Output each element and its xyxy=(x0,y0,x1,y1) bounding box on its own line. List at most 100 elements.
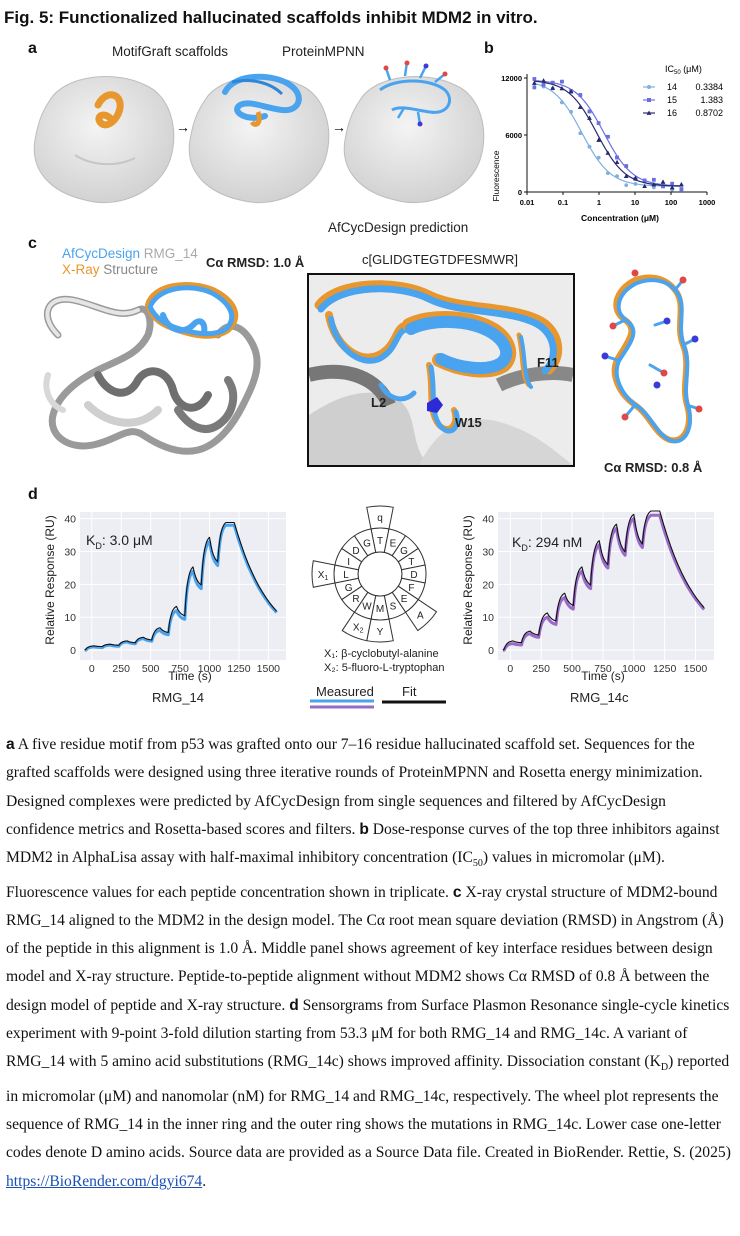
dose-response-chart: Fluorescence Concentration (μM) 0 6000 120… xyxy=(491,64,723,223)
dose-point-15 xyxy=(615,155,619,160)
wheel-outer-segment xyxy=(404,598,438,632)
spr-left-name: RMG_14 xyxy=(152,690,205,705)
wheel-inner-residue: T xyxy=(377,536,383,547)
dose-point-15 xyxy=(670,181,674,186)
spr-x-tick-label: 0 xyxy=(507,663,513,675)
protein-surface-3 xyxy=(343,76,485,204)
dose-y-tick-label: 6000 xyxy=(505,131,522,140)
step-motifgraft-label: MotifGraft scaffolds xyxy=(112,44,229,59)
dose-point-16 xyxy=(559,86,565,91)
spr-x-tick-label: 0 xyxy=(89,663,95,675)
dose-point-15 xyxy=(679,187,684,192)
wheel-inner-residue: D xyxy=(410,570,417,581)
predicted-peptide-sticks xyxy=(379,60,451,127)
dose-point-14 xyxy=(624,183,629,187)
legend-marker-15 xyxy=(647,98,651,102)
legend-xray: X-Ray xyxy=(62,262,100,277)
legend-rmg14: RMG_14 xyxy=(143,246,198,261)
wheel-outer-residue: q xyxy=(377,513,383,524)
wheel-inner-segment xyxy=(353,528,377,557)
designed-scaffold-blue xyxy=(222,73,302,127)
wheel-note-x1: X₁: β-cyclobutyl-alanine xyxy=(324,648,439,660)
legend-measured: Measured xyxy=(316,684,374,699)
mdm2-cartoon-structure xyxy=(43,282,261,455)
wheel-outer-residue: X2 xyxy=(353,623,364,635)
dose-point-14 xyxy=(560,100,564,105)
wheel-outer-segment xyxy=(311,560,336,588)
rmsd-overall: Cα RMSD: 1.0 Å xyxy=(206,255,305,270)
wheel-inner-residue: E xyxy=(401,594,408,605)
interface-zoom-panel: L2 W15 F11 xyxy=(307,273,575,467)
dose-point-15 xyxy=(642,178,647,183)
dose-point-15 xyxy=(560,79,564,84)
dose-point-14 xyxy=(633,182,638,186)
dose-point-15 xyxy=(578,93,583,97)
legend-ic50-15: 1.383 xyxy=(700,95,723,105)
wheel-inner-residue: I xyxy=(347,557,350,568)
dose-point-16 xyxy=(587,115,592,120)
panel-b-label: b xyxy=(484,40,494,57)
wheel-inner-residue: S xyxy=(390,601,397,612)
dose-point-15 xyxy=(652,177,656,182)
residue-w15-label: W15 xyxy=(455,415,482,430)
wheel-inner-residue: G xyxy=(345,583,353,594)
caption-a-label: a xyxy=(6,736,15,753)
motif-graft-orange xyxy=(94,91,124,129)
dose-point-16 xyxy=(605,150,611,155)
dose-point-15 xyxy=(550,80,555,85)
kd-rmg14: KD: 3.0 μM xyxy=(86,532,153,551)
dose-point-16 xyxy=(660,179,666,184)
dose-point-16 xyxy=(633,175,638,180)
spr-x-tick-label: 1250 xyxy=(653,663,677,675)
spr-y-tick-label: 30 xyxy=(482,546,494,558)
caption-c-label: c xyxy=(452,883,462,901)
wheel-inner-residue: L xyxy=(343,570,349,581)
dose-point-15 xyxy=(661,184,665,189)
legend-swatches xyxy=(310,699,446,709)
caption-c-text: X-ray crystal structure of MDM2-bound RM… xyxy=(6,883,724,1014)
panel-a-illustration: → → xyxy=(33,60,485,204)
dose-x-tick-label: 1000 xyxy=(699,198,716,207)
dose-xlabel: Concentration (μM) xyxy=(581,213,659,223)
wheel-inner-residue: T xyxy=(408,557,414,568)
wheel-inner-residue: F xyxy=(408,583,414,594)
legend-marker-14 xyxy=(647,85,651,89)
panel-a-label: a xyxy=(28,40,37,57)
dose-x-tick-label: 0.01 xyxy=(520,198,535,207)
residue-l2-label: L2 xyxy=(371,395,387,410)
step-proteinmpnn-label: ProteinMPNN xyxy=(282,44,365,59)
wheel-outer-residue: X1 xyxy=(318,570,329,582)
caption-d-text2: ) reported in micromolar (μM) and nanomo… xyxy=(6,1053,731,1162)
wheel-outer-segment xyxy=(341,611,372,642)
spr-y-tick-label: 20 xyxy=(482,579,494,591)
wheel-inner-residue: W xyxy=(362,601,372,612)
legend-afcycdesign: AfCycDesign xyxy=(62,246,141,261)
dose-point-15 xyxy=(596,121,601,125)
biorender-link[interactable]: https://BioRender.com/dgyi674 xyxy=(6,1172,203,1190)
dose-point-14 xyxy=(587,144,592,149)
dose-point-15 xyxy=(532,77,537,81)
legend-structure: Structure xyxy=(103,262,159,277)
spr-fit-trace xyxy=(502,510,705,651)
caption-b-text: Dose-response curves of the top three in… xyxy=(6,820,720,867)
dose-point-16 xyxy=(614,160,620,165)
legend-fit: Fit xyxy=(402,684,417,699)
caption-a-text: A five residue motif from p53 was grafte… xyxy=(6,736,703,838)
dose-point-14 xyxy=(578,131,583,136)
dose-point-15 xyxy=(587,109,592,114)
spr-y-tick-label: 20 xyxy=(64,579,76,591)
arrow-1: → xyxy=(176,119,190,135)
kd-rmg14c: KD: 294 nM xyxy=(512,534,583,553)
spr-fit-trace xyxy=(84,521,278,651)
legend-structure-line2: X-Ray Structure xyxy=(62,262,158,277)
dose-point-15 xyxy=(541,83,546,87)
wheel-inner-residue: G xyxy=(400,546,408,557)
dose-point-16 xyxy=(679,182,684,187)
spr-x-tick-label: 1250 xyxy=(227,663,251,675)
caption-b-label: b xyxy=(359,820,369,838)
caption-d-label: d xyxy=(289,996,299,1014)
spr-left-xlabel: Time (s) xyxy=(168,669,212,683)
protein-surface-1 xyxy=(33,76,175,204)
wheel-inner-residue: M xyxy=(376,604,384,615)
spr-x-tick-label: 1000 xyxy=(198,663,222,675)
